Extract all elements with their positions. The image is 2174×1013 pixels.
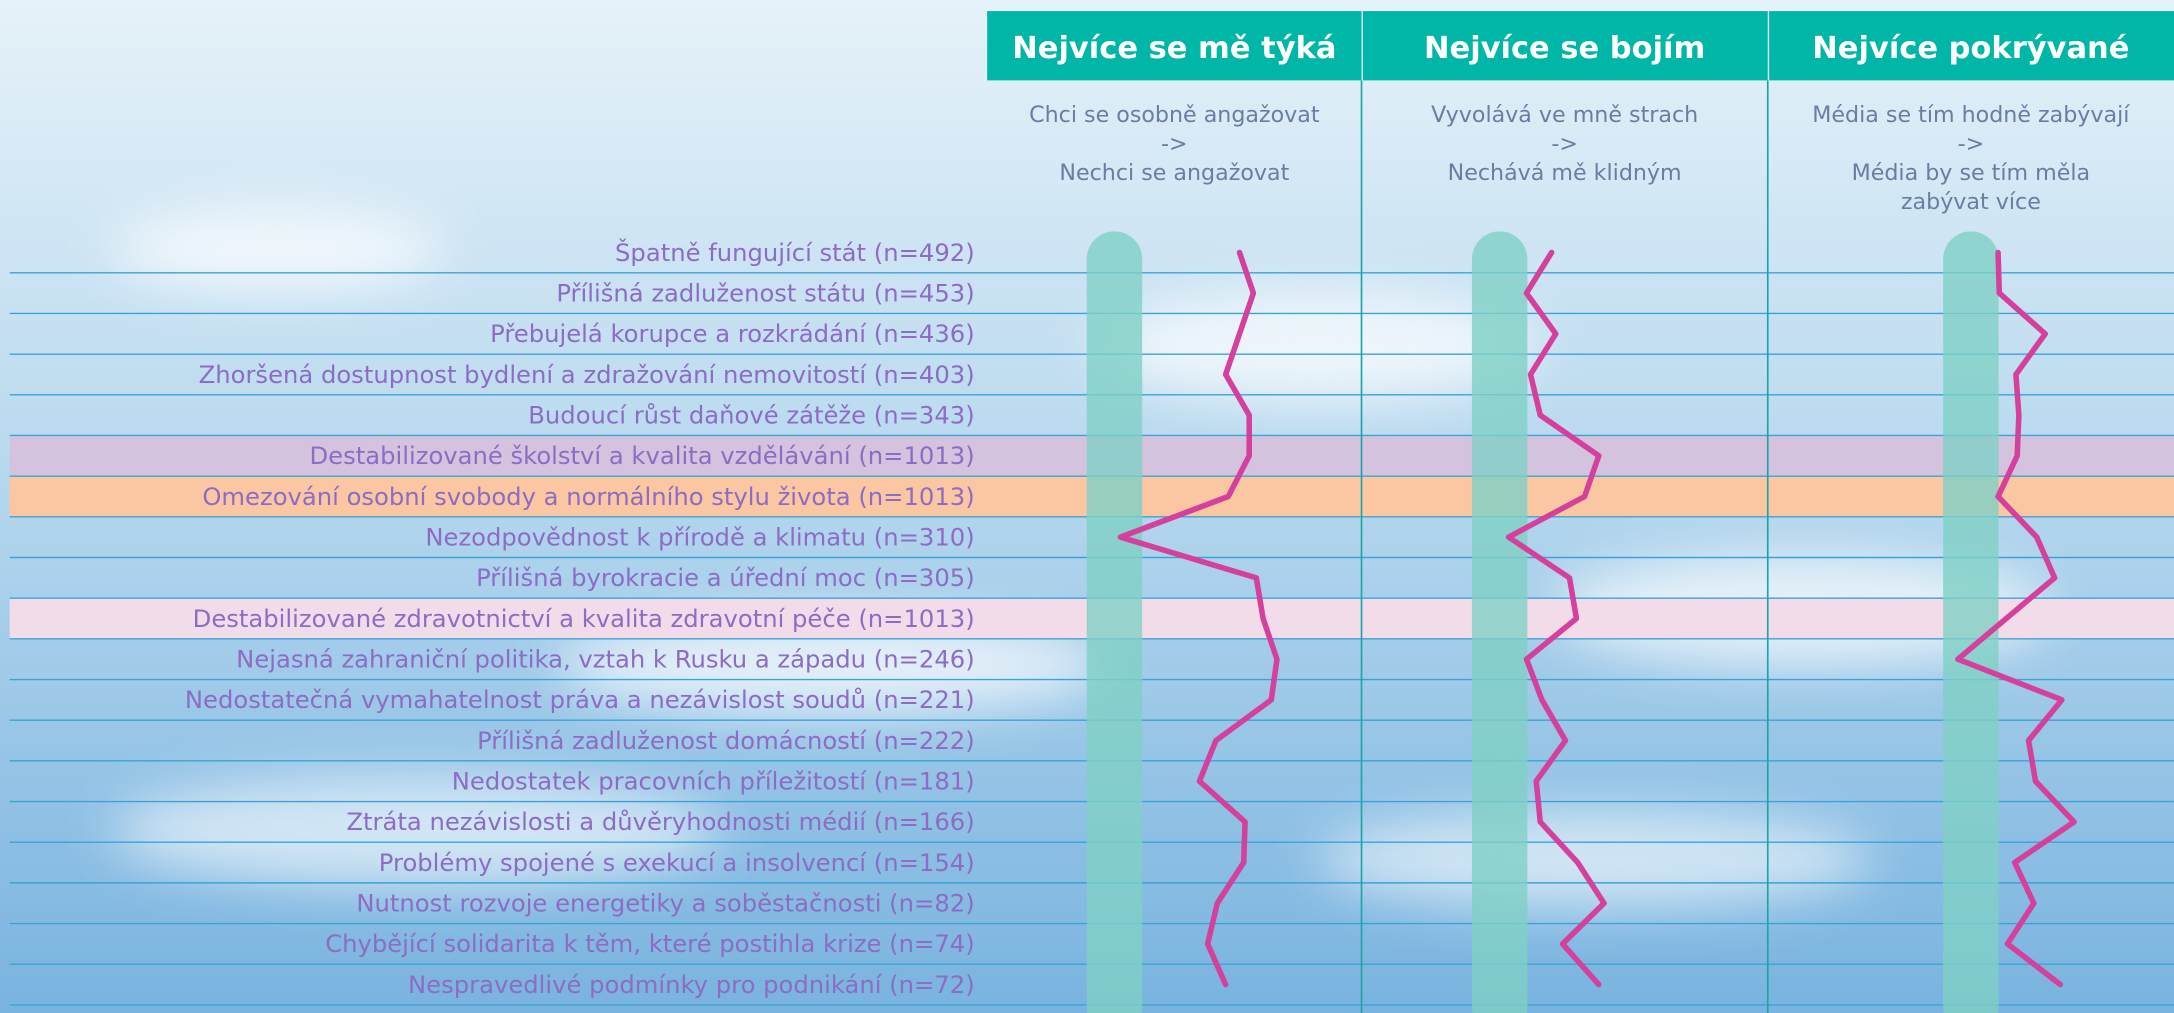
row-label: Nezodpovědnost k přírodě a klimatu (n=31… (425, 522, 974, 551)
column-subtitle: -> (1161, 131, 1188, 157)
row-label: Přebujelá korupce a rozkrádání (n=436) (490, 319, 975, 348)
column-subtitle: -> (1958, 131, 1985, 157)
row-label: Chybějící solidarita k těm, které postih… (325, 929, 974, 958)
column-subtitle: Vyvolává ve mně strach (1431, 102, 1698, 128)
row-label: Přílišná zadluženost domácností (n=222) (477, 726, 975, 755)
scale-bars (1086, 231, 1999, 1013)
column-subtitle: Chci se osobně angažovat (1029, 102, 1320, 128)
profile-line (1955, 249, 2077, 988)
lines (1117, 249, 2077, 988)
column-header (1362, 11, 1768, 81)
row-label: Destabilizované školství a kvalita vzděl… (309, 441, 974, 470)
row-label: Nedostatek pracovních příležitostí (n=18… (452, 767, 975, 796)
row-label: Problémy spojené s exekucí a insolvencí … (379, 848, 975, 877)
row-label: Nutnost rozvoje energetiky a soběstačnos… (356, 889, 974, 918)
row-label: Omezování osobní svobody a normálního st… (202, 482, 974, 511)
scale-bar (1471, 231, 1528, 1013)
row-label: Nejasná zahraniční politika, vztah k Rus… (236, 644, 975, 673)
column-subtitle: zabývat více (1901, 189, 2041, 215)
labels: Špatně fungující stát (n=492) Přílišná za… (185, 31, 2130, 999)
profile-line (1505, 249, 1607, 988)
column-subtitle: Média by se tím měla (1852, 160, 2091, 186)
row-label: Nespravedlivé podmínky pro podnikání (n=… (408, 970, 975, 999)
column-header (987, 11, 1362, 81)
column-title: Nejvíce pokrývané (1812, 31, 2129, 66)
row-label: Destabilizované zdravotnictví a kvalita … (193, 604, 975, 633)
column-subtitle: Nechci se angažovat (1059, 160, 1289, 186)
column-title: Nejvíce se bojím (1424, 31, 1705, 66)
row-label: Špatně fungující stát (n=492) (615, 237, 975, 267)
column-subtitle: Nechává mě klidným (1448, 160, 1682, 186)
row-label: Přílišná zadluženost státu (n=453) (556, 278, 974, 307)
row-label: Budoucí růst daňové zátěže (n=343) (528, 400, 974, 429)
scale-bar (1943, 231, 1999, 1013)
row-label: Ztráta nezávislosti a důvěryhodnosti méd… (346, 807, 974, 836)
row-label: Nedostatečná vymahatelnost práva a nezáv… (185, 685, 975, 714)
row-label: Zhoršená dostupnost bydlení a zdražování… (199, 360, 975, 389)
scale-bar (1086, 231, 1143, 1013)
column-title: Nejvíce se mě týká (1012, 31, 1336, 66)
row-label: Přílišná byrokracie a úřední moc (n=305) (476, 563, 975, 592)
column-subtitle: -> (1551, 131, 1578, 157)
profile-line (1117, 249, 1280, 988)
column-subtitle: Média se tím hodně zabývají (1812, 102, 2130, 128)
column-header (1769, 11, 2174, 81)
